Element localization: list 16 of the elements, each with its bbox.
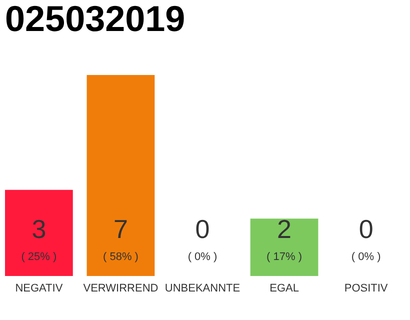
annotation: ( 17% ) (266, 251, 302, 263)
chart-title: 025032019 (5, 0, 186, 39)
data-label: 0 (195, 214, 210, 244)
x-tick-label: EGAL (270, 282, 299, 294)
x-tick-label: NEGATIV (15, 282, 64, 294)
annotation: ( 58% ) (102, 251, 138, 263)
x-tick-label: UNBEKANNTE (164, 282, 240, 294)
annotation: ( 0% ) (188, 251, 218, 263)
data-label: 0 (358, 214, 374, 244)
data-label: 2 (277, 214, 292, 244)
annotation: ( 25% ) (21, 251, 57, 263)
data-label: 3 (32, 214, 46, 244)
x-tick-label: VERWIRREND (83, 282, 158, 294)
data-label: 7 (113, 214, 128, 244)
x-tick-label: POSITIV (344, 282, 388, 294)
annotation: ( 0% ) (351, 251, 381, 263)
